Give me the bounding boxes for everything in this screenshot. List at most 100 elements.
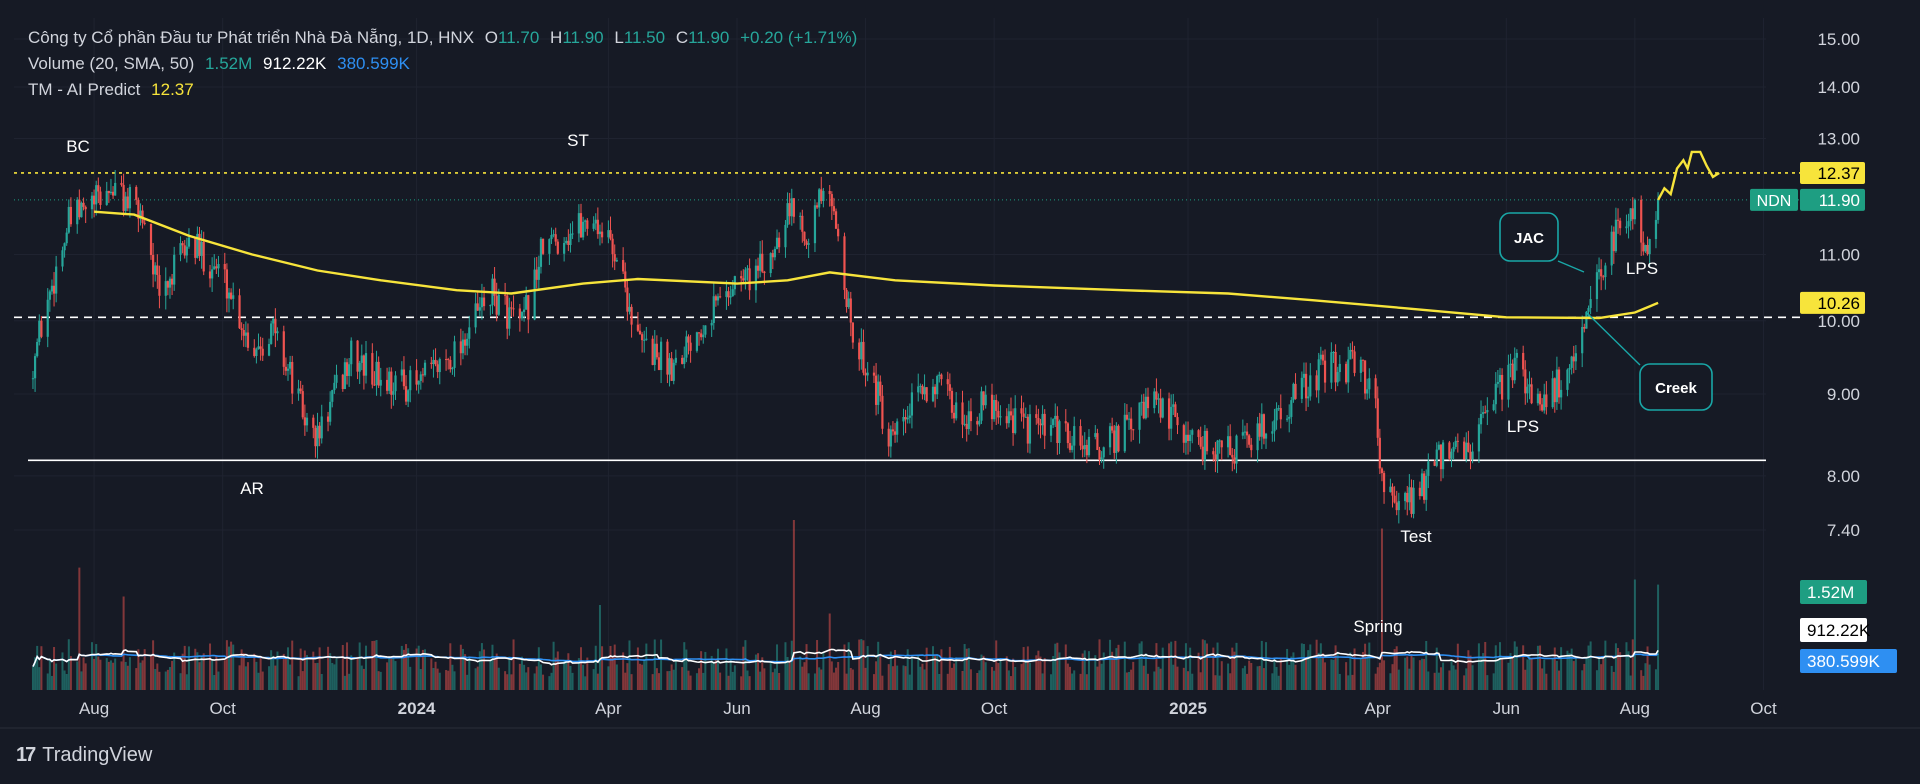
volume-bar <box>611 656 614 690</box>
candle-body <box>1644 245 1647 252</box>
candle-body <box>849 298 852 323</box>
candle-body <box>1140 401 1143 403</box>
candle-body <box>1138 402 1141 430</box>
volume-bar <box>698 668 701 690</box>
volume-bar <box>993 670 996 690</box>
candle-body <box>565 240 568 243</box>
candle-body <box>1264 433 1268 439</box>
candle-body <box>896 421 899 435</box>
volume-bar <box>1545 673 1548 690</box>
grid <box>0 18 1920 729</box>
candle-body <box>655 343 658 358</box>
candle-body <box>1418 487 1421 497</box>
candle-body <box>1587 307 1590 312</box>
volume-bar <box>830 661 833 690</box>
candle-body <box>1009 411 1013 416</box>
candle-body <box>596 219 599 235</box>
volume-bar <box>217 671 220 690</box>
volume-bar <box>424 649 427 690</box>
volume-bar <box>1456 643 1459 690</box>
volume-bar <box>495 653 498 690</box>
candle-body <box>1066 423 1069 444</box>
candle-body <box>805 241 808 245</box>
annotation-bc[interactable]: BC <box>66 137 90 156</box>
candle-body <box>299 388 302 392</box>
volume-bar <box>1024 660 1027 690</box>
volume-bar <box>953 663 956 690</box>
volume-bar <box>773 668 776 690</box>
callout-pointer <box>1557 260 1585 273</box>
volume-bar <box>533 673 536 690</box>
volume-bar <box>171 660 174 690</box>
candle-body <box>1235 435 1238 464</box>
volume-bar <box>97 656 100 690</box>
annotation-test[interactable]: Test <box>1400 527 1431 546</box>
candle-body <box>1349 349 1352 360</box>
volume-bar <box>512 639 515 690</box>
candle-body <box>887 428 890 447</box>
volume-bar <box>1324 662 1327 690</box>
candle-body <box>1572 356 1575 362</box>
volume-bar <box>674 659 677 690</box>
volume-bar <box>1589 641 1592 690</box>
annotation-lps[interactable]: LPS <box>1626 259 1658 278</box>
callout-box-jac[interactable] <box>1499 212 1559 262</box>
volume-bar <box>1494 645 1497 690</box>
volume-bar <box>198 662 201 690</box>
volume-bar <box>938 673 941 690</box>
volume-bar <box>137 649 140 690</box>
volume-bar <box>34 657 37 690</box>
volume-bar <box>297 676 300 690</box>
annotation-ar[interactable]: AR <box>240 479 264 498</box>
volume-bar <box>1648 664 1651 690</box>
candle-body <box>1479 413 1483 425</box>
candle-body <box>1096 433 1099 451</box>
candle-body <box>1498 374 1502 383</box>
volume-bar <box>1262 668 1265 690</box>
candle-body <box>643 339 646 341</box>
candle-body <box>84 206 87 210</box>
candle-body <box>1098 450 1101 461</box>
indicator-title[interactable]: TM - AI Predict <box>28 80 141 99</box>
volume-bar <box>731 671 734 690</box>
candle-body <box>1378 437 1381 469</box>
volume-bar <box>851 669 854 690</box>
candle-body <box>1391 486 1394 496</box>
volume-bar <box>1380 528 1383 690</box>
candle-body <box>1115 425 1118 453</box>
volume-bar <box>358 642 361 690</box>
volume-bar <box>282 653 285 690</box>
volume-bar <box>244 666 247 690</box>
candle-body <box>704 325 707 335</box>
volume-bar <box>1469 655 1472 690</box>
annotation-spring[interactable]: Spring <box>1353 617 1402 636</box>
volume-bar <box>1391 664 1394 690</box>
candle-body <box>1290 400 1293 417</box>
moving-average-line[interactable] <box>94 210 1659 320</box>
volume-bar <box>1633 579 1636 690</box>
volume-title[interactable]: Volume (20, SMA, 50) <box>28 54 195 73</box>
volume-bar <box>1570 648 1573 690</box>
volume-bar <box>805 644 808 690</box>
volume-bar <box>1022 647 1025 690</box>
candle-body <box>1083 444 1086 450</box>
volume-bar <box>601 646 604 690</box>
volume-bar <box>1125 672 1128 690</box>
volume-bar <box>1366 656 1369 690</box>
volume-bar <box>1410 654 1413 690</box>
ai-predict-line[interactable] <box>1657 150 1720 201</box>
annotation-lps[interactable]: LPS <box>1507 417 1539 436</box>
candle-body <box>1125 414 1129 420</box>
annotation-st[interactable]: ST <box>567 131 589 150</box>
candle-body <box>1085 444 1088 456</box>
callout-box-creek[interactable] <box>1639 363 1713 411</box>
candle-body <box>1627 221 1630 227</box>
candle-body <box>244 332 247 336</box>
footer-brand[interactable]: 17 TradingView <box>16 744 152 767</box>
candle-body <box>877 381 880 405</box>
price-badge <box>1800 291 1865 314</box>
candle-body <box>744 269 747 281</box>
candle-body <box>1127 418 1131 420</box>
symbol-title[interactable]: Công ty Cổ phần Đầu tư Phát triển Nhà Đà… <box>28 28 475 47</box>
